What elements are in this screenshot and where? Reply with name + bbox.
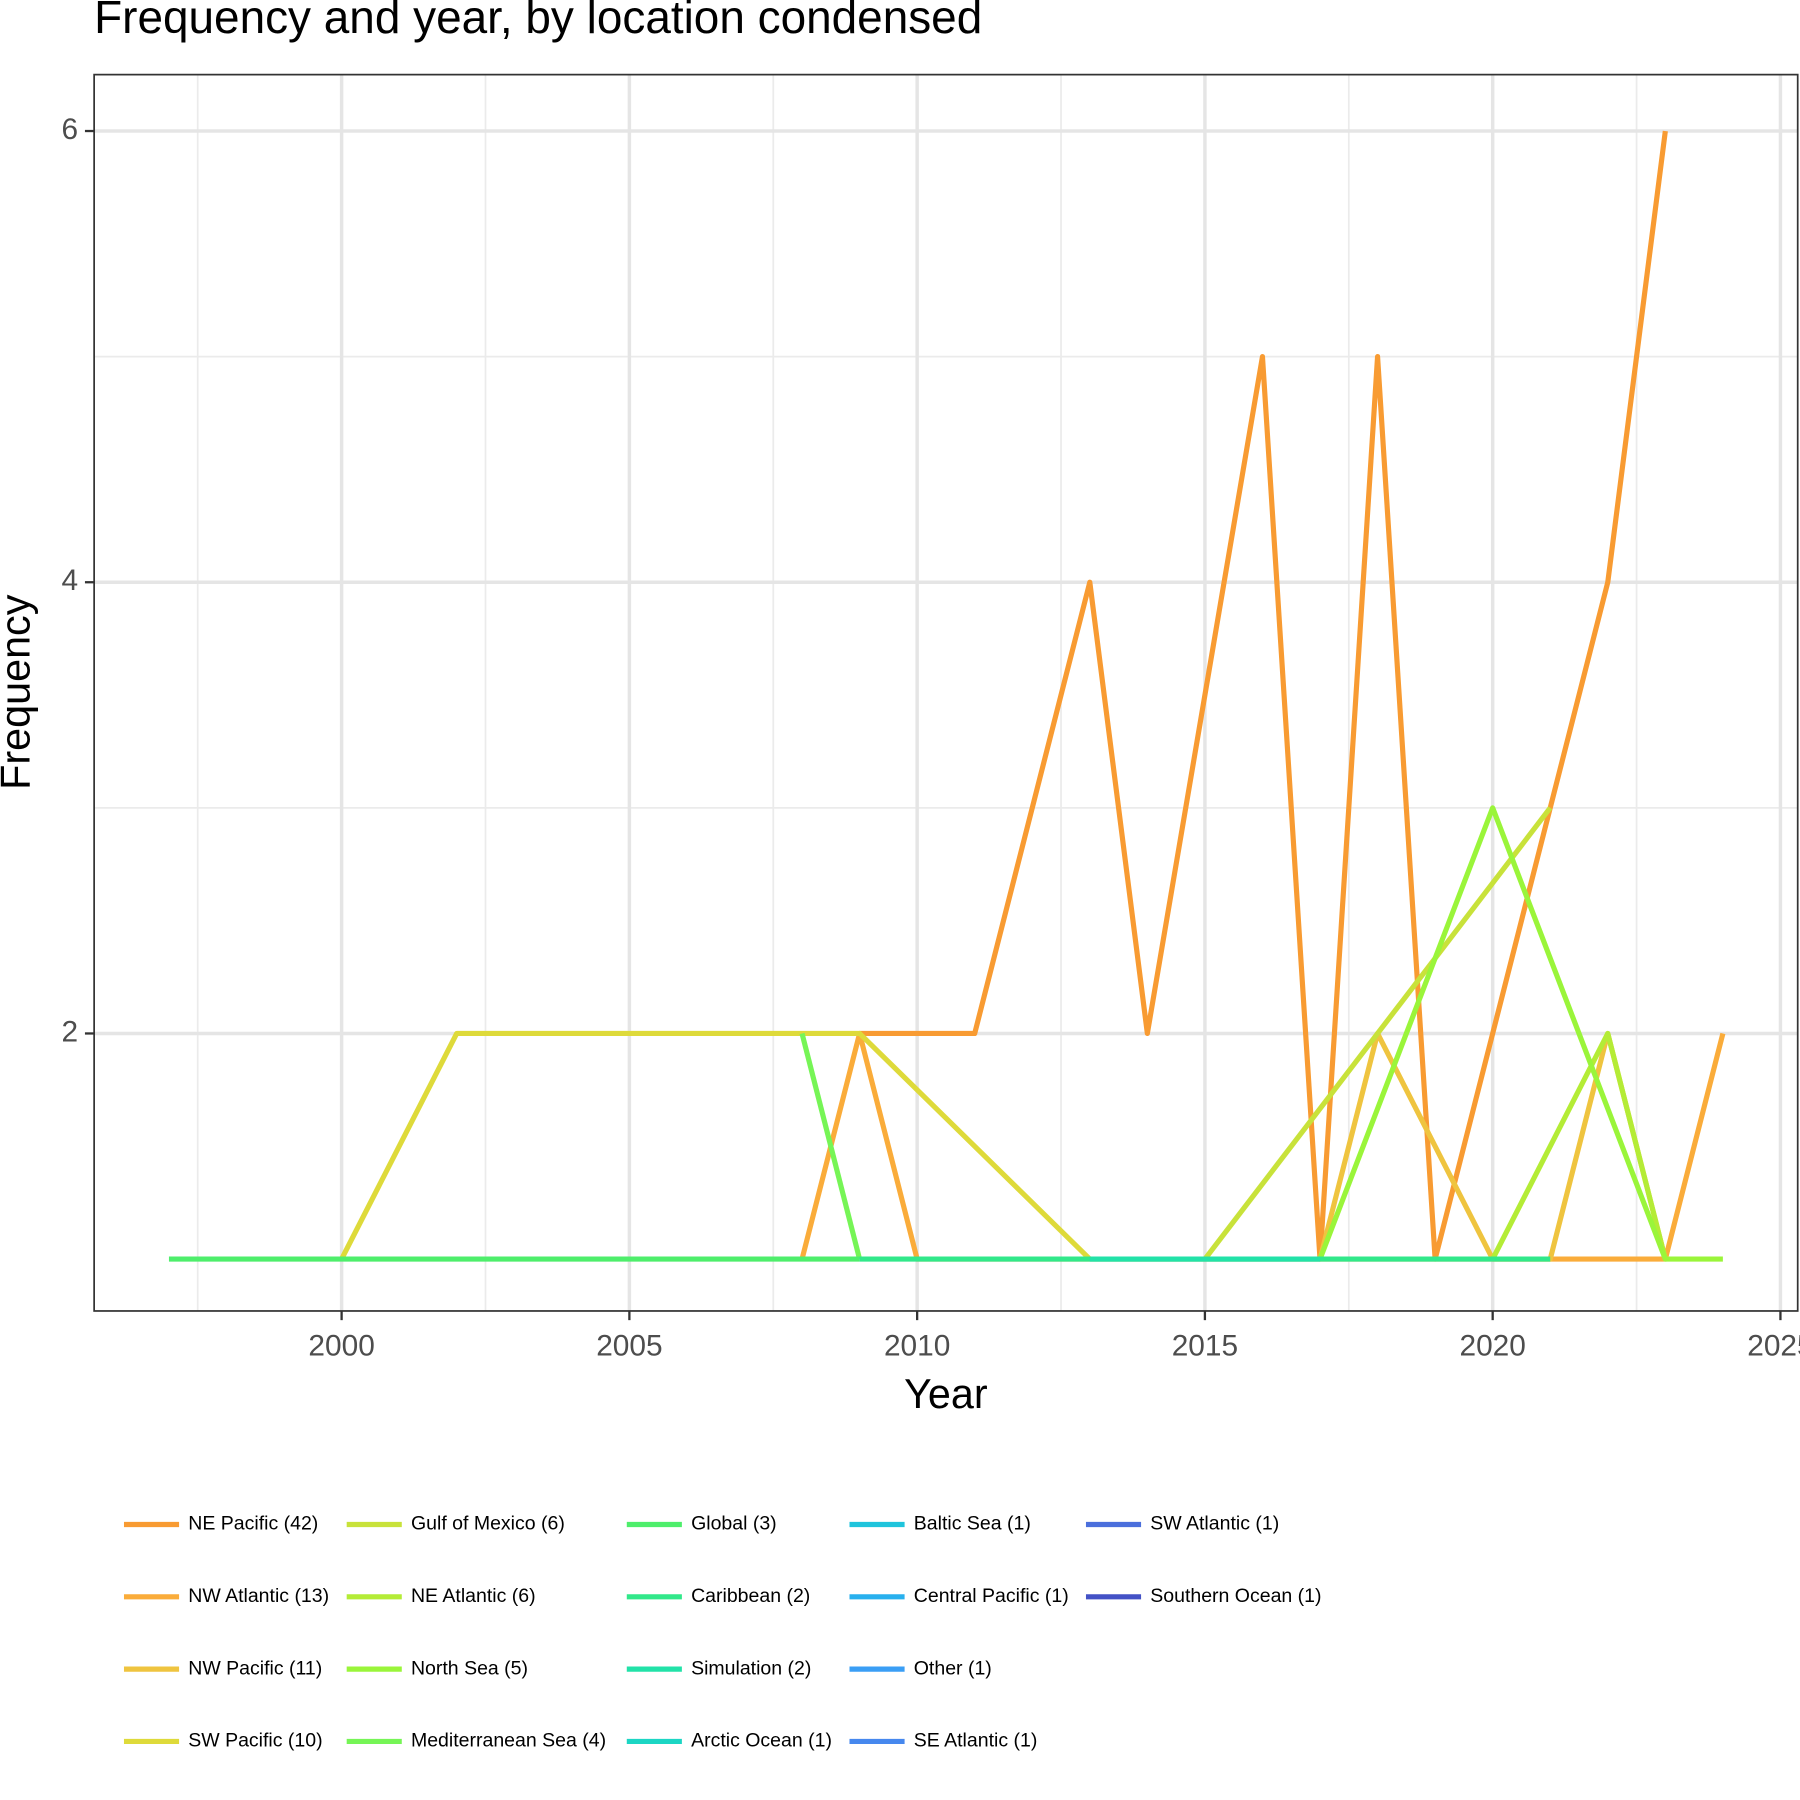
x-tick-label: 2020 (1459, 1330, 1525, 1363)
legend-item: SE Atlantic (1) (849, 1730, 1037, 1752)
x-tick-label: 2005 (596, 1330, 662, 1363)
x-tick-label: 2000 (308, 1330, 374, 1363)
legend-label: SW Pacific (10) (188, 1730, 322, 1752)
legend-item: NW Pacific (11) (123, 1657, 322, 1679)
legend-item: Arctic Ocean (1) (626, 1730, 832, 1752)
series-line (799, 1032, 863, 1260)
series-line (1202, 806, 1553, 1261)
series-line (1317, 805, 1723, 1262)
legend-label: SE Atlantic (1) (914, 1730, 1038, 1752)
legend-label: Gulf of Mexico (6) (411, 1513, 565, 1535)
chart-title: Frequency and year, by location condense… (94, 0, 982, 43)
x-tick-label: 2025 (1747, 1330, 1800, 1363)
y-tick-label: 4 (61, 564, 78, 597)
legend-label: Other (1) (914, 1657, 992, 1679)
legend-label: Mediterranean Sea (4) (411, 1730, 606, 1752)
legend-item: Baltic Sea (1) (849, 1513, 1031, 1535)
x-tick-label: 2010 (884, 1330, 950, 1363)
legend-item: NE Pacific (42) (123, 1513, 318, 1535)
panel-border (93, 73, 1799, 1312)
legend-item: Caribbean (2) (626, 1585, 810, 1607)
y-tick-label: 2 (61, 1015, 78, 1048)
legend-item: Other (1) (849, 1657, 992, 1679)
series-line (1490, 1030, 1668, 1261)
x-axis-title: Year (904, 1371, 988, 1417)
series-line (799, 1030, 1726, 1262)
legend-item: SW Atlantic (1) (1085, 1513, 1279, 1535)
series-line (859, 130, 1668, 1262)
legend-item: Global (3) (626, 1513, 777, 1535)
legend-label: SW Atlantic (1) (1150, 1513, 1279, 1535)
legend-item: NE Atlantic (6) (346, 1585, 536, 1607)
legend-label: Baltic Sea (1) (914, 1513, 1031, 1535)
series-line (339, 1030, 1092, 1261)
legend-item: Southern Ocean (1) (1085, 1585, 1322, 1607)
legend-label: Global (3) (691, 1513, 777, 1535)
legend-item: NW Atlantic (13) (123, 1585, 329, 1607)
y-axis-title: Frequency (0, 594, 38, 790)
legend-label: Caribbean (2) (691, 1585, 810, 1607)
legend-label: North Sea (5) (411, 1657, 528, 1679)
legend-label: Simulation (2) (691, 1657, 811, 1679)
legend-item: SW Pacific (10) (123, 1730, 323, 1752)
legend-label: NE Atlantic (6) (411, 1585, 536, 1607)
legend-label: NW Pacific (11) (188, 1657, 322, 1679)
x-tick-label: 2015 (1172, 1330, 1238, 1363)
y-tick-label: 6 (61, 113, 78, 146)
legend-label: Southern Ocean (1) (1150, 1585, 1321, 1607)
legend-item: Mediterranean Sea (4) (346, 1730, 606, 1752)
legend-label: NE Pacific (42) (188, 1513, 318, 1535)
legend-label: NW Atlantic (13) (188, 1585, 329, 1607)
legend-label: Arctic Ocean (1) (691, 1730, 832, 1752)
legend-item: North Sea (5) (346, 1657, 528, 1679)
legend-item: Simulation (2) (626, 1657, 811, 1679)
legend-item: Central Pacific (1) (849, 1585, 1069, 1607)
legend-label: Central Pacific (1) (914, 1585, 1069, 1607)
legend-item: Gulf of Mexico (6) (346, 1513, 565, 1535)
